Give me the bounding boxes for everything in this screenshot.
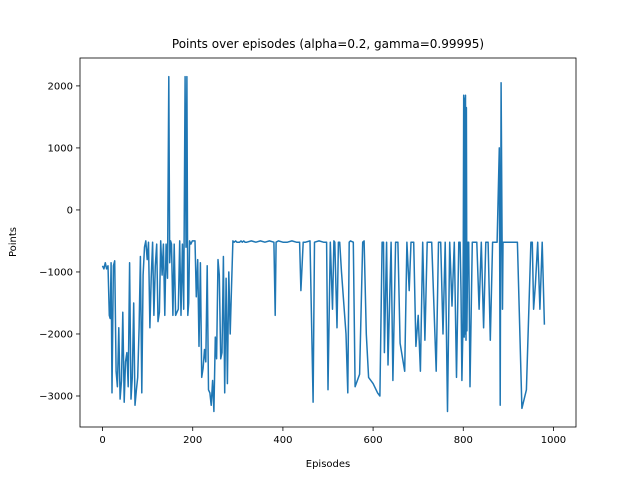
- y-tick-label: −3000: [39, 391, 73, 402]
- plot-frame: [79, 57, 577, 428]
- y-tick-label: 2000: [48, 81, 73, 92]
- y-axis-label: Points: [8, 227, 19, 257]
- x-tick-label: 600: [364, 435, 383, 446]
- x-tick-label: 400: [273, 435, 292, 446]
- x-tick-label: 800: [454, 435, 473, 446]
- x-axis-label: Episodes: [306, 459, 350, 470]
- y-tick-label: 0: [67, 205, 73, 216]
- y-tick-label: 1000: [48, 143, 73, 154]
- chart-title: Points over episodes (alpha=0.2, gamma=0…: [172, 37, 484, 51]
- y-axis: −3000 −2000 −1000 0 1000 2000: [39, 81, 80, 402]
- x-tick-label: 1000: [541, 435, 566, 446]
- x-axis: 0 200 400 600 800 1000: [99, 427, 566, 446]
- points-series-line: [101, 75, 546, 413]
- y-tick-label: −1000: [39, 267, 73, 278]
- plot-area: [79, 57, 577, 428]
- y-tick-label: −2000: [39, 329, 73, 340]
- x-tick-label: 200: [183, 435, 202, 446]
- x-tick-label: 0: [99, 435, 105, 446]
